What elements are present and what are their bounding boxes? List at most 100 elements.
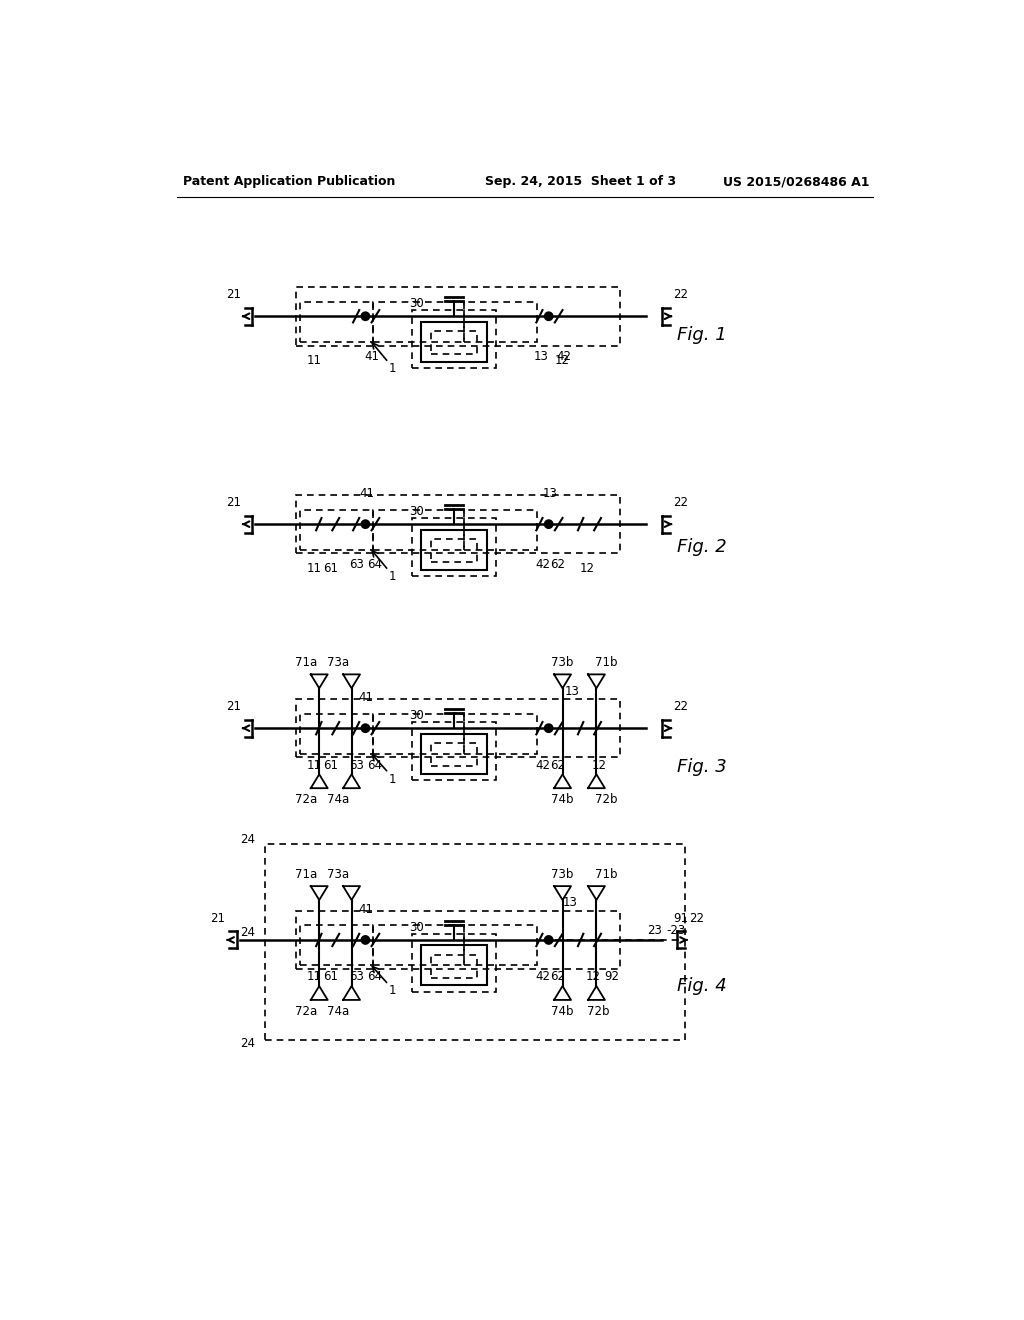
Text: 61: 61 xyxy=(324,562,338,576)
Text: 41: 41 xyxy=(358,903,373,916)
Text: 63: 63 xyxy=(349,970,364,983)
Text: 22: 22 xyxy=(673,700,688,713)
Bar xyxy=(421,322,486,362)
Text: 23: 23 xyxy=(647,924,662,937)
Bar xyxy=(300,302,373,342)
Text: 74b: 74b xyxy=(551,793,573,807)
Text: 72b: 72b xyxy=(588,1005,610,1018)
Bar xyxy=(373,302,464,342)
Text: 71a: 71a xyxy=(295,656,317,669)
Text: 64: 64 xyxy=(368,759,382,772)
Text: 21: 21 xyxy=(226,700,242,713)
Bar xyxy=(464,714,538,754)
Text: 24: 24 xyxy=(241,1038,255,1051)
Bar xyxy=(421,734,486,774)
Text: 61: 61 xyxy=(324,759,338,772)
Bar xyxy=(296,286,620,346)
Text: 41: 41 xyxy=(365,350,379,363)
Text: 1: 1 xyxy=(389,985,396,998)
Bar xyxy=(373,925,464,965)
Circle shape xyxy=(361,520,370,528)
Circle shape xyxy=(361,936,370,944)
Bar xyxy=(412,517,497,576)
Bar xyxy=(421,529,486,570)
Text: 74a: 74a xyxy=(328,1005,349,1018)
Bar xyxy=(373,510,464,549)
Text: 72b: 72b xyxy=(595,793,617,807)
Circle shape xyxy=(545,936,553,944)
Bar xyxy=(464,510,538,549)
Text: 71b: 71b xyxy=(595,656,617,669)
Text: 13: 13 xyxy=(563,896,578,909)
Text: 1: 1 xyxy=(389,570,396,583)
Bar xyxy=(412,933,497,991)
Text: 71b: 71b xyxy=(595,869,617,880)
Text: 22: 22 xyxy=(673,288,688,301)
Text: Fig. 1: Fig. 1 xyxy=(677,326,727,345)
Text: 30: 30 xyxy=(410,297,424,310)
Circle shape xyxy=(545,725,553,733)
Text: 12: 12 xyxy=(554,354,569,367)
Text: Fig. 2: Fig. 2 xyxy=(677,539,727,556)
Bar xyxy=(431,331,477,354)
Text: 30: 30 xyxy=(410,921,424,935)
Bar xyxy=(296,495,620,553)
Bar xyxy=(431,743,477,766)
Text: US 2015/0268486 A1: US 2015/0268486 A1 xyxy=(723,176,869,187)
Text: 41: 41 xyxy=(359,487,375,500)
Text: 72a: 72a xyxy=(295,793,317,807)
Text: 11: 11 xyxy=(306,759,322,772)
Bar xyxy=(296,700,620,758)
Circle shape xyxy=(545,313,553,321)
Text: 13: 13 xyxy=(543,487,558,500)
Bar xyxy=(431,539,477,562)
Circle shape xyxy=(361,313,370,321)
Text: 22: 22 xyxy=(689,912,705,925)
Text: 42: 42 xyxy=(557,350,571,363)
Text: 42: 42 xyxy=(535,759,550,772)
Text: 21: 21 xyxy=(226,288,242,301)
Bar xyxy=(296,911,620,969)
Text: 11: 11 xyxy=(306,970,322,983)
Text: 13: 13 xyxy=(534,350,549,363)
Text: 24: 24 xyxy=(241,925,255,939)
Text: Patent Application Publication: Patent Application Publication xyxy=(183,176,395,187)
Circle shape xyxy=(545,520,553,528)
Text: 74b: 74b xyxy=(551,1005,573,1018)
Bar xyxy=(412,722,497,780)
Text: 22: 22 xyxy=(673,496,688,510)
Text: 61: 61 xyxy=(324,970,338,983)
Text: 13: 13 xyxy=(564,685,580,698)
Text: 64: 64 xyxy=(368,970,382,983)
Text: 21: 21 xyxy=(226,496,242,510)
Bar xyxy=(373,714,464,754)
Bar xyxy=(300,510,373,549)
Text: 11: 11 xyxy=(306,354,322,367)
Bar xyxy=(300,925,373,965)
Text: 91: 91 xyxy=(674,912,688,925)
Text: 74a: 74a xyxy=(328,793,349,807)
Text: 12: 12 xyxy=(586,970,601,983)
Text: 11: 11 xyxy=(306,562,322,576)
Text: 73a: 73a xyxy=(328,656,349,669)
Text: 92: 92 xyxy=(604,970,620,983)
Circle shape xyxy=(361,725,370,733)
Text: 62: 62 xyxy=(551,970,565,983)
Text: 72a: 72a xyxy=(295,1005,317,1018)
Text: 12: 12 xyxy=(591,759,606,772)
Text: 21: 21 xyxy=(210,912,225,925)
Bar xyxy=(464,925,538,965)
Bar xyxy=(431,954,477,978)
Bar xyxy=(265,843,685,1040)
Text: 64: 64 xyxy=(368,557,382,570)
Bar xyxy=(421,945,486,985)
Text: 62: 62 xyxy=(551,557,565,570)
Text: 24: 24 xyxy=(241,833,255,846)
Text: 1: 1 xyxy=(389,772,396,785)
Text: 1: 1 xyxy=(389,362,396,375)
Text: 62: 62 xyxy=(551,759,565,772)
Text: 30: 30 xyxy=(410,709,424,722)
Text: 73a: 73a xyxy=(328,869,349,880)
Text: 12: 12 xyxy=(580,562,595,576)
Text: -23: -23 xyxy=(666,924,685,937)
